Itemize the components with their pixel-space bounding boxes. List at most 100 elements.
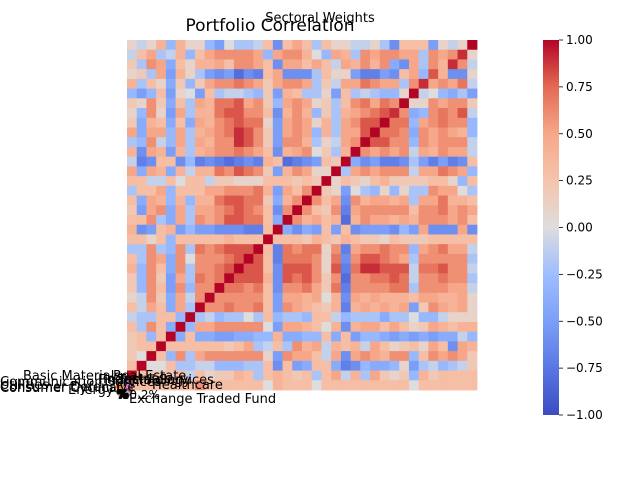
heatmap-cell [146, 341, 157, 352]
heatmap-cell [175, 380, 186, 391]
heatmap-cell [282, 205, 293, 216]
heatmap-cell [224, 360, 235, 371]
heatmap-cell [146, 292, 157, 303]
heatmap-cell [165, 185, 177, 196]
heatmap-cell [379, 40, 390, 51]
pie-slice [115, 389, 124, 393]
colorbar-tick-label: −0.25 [566, 267, 603, 281]
heatmap-cell [331, 78, 342, 90]
heatmap-cell [185, 137, 196, 148]
heatmap-cell [146, 49, 157, 60]
heatmap-cell [350, 331, 361, 342]
heatmap-cell [253, 321, 264, 333]
heatmap-cell [331, 360, 342, 371]
heatmap-cell [243, 224, 254, 235]
heatmap-cell [399, 78, 410, 90]
heatmap-cell [243, 331, 254, 342]
heatmap-cell [195, 370, 206, 381]
heatmap-cell [331, 108, 342, 119]
heatmap-cell [350, 360, 361, 371]
heatmap-cell [185, 331, 196, 342]
heatmap-cell [408, 341, 420, 352]
heatmap-cell [127, 341, 138, 352]
heatmap-cell [311, 40, 322, 51]
heatmap-cell [272, 224, 283, 235]
heatmap-cell [146, 312, 157, 323]
heatmap-cell [185, 215, 196, 226]
heatmap-cell [224, 156, 235, 167]
heatmap-cell [331, 127, 342, 138]
heatmap-cell [389, 137, 400, 148]
heatmap-cell [340, 166, 352, 177]
heatmap-cell [408, 166, 420, 177]
heatmap-cell [340, 292, 352, 303]
heatmap-cell [156, 215, 167, 226]
heatmap-cell [282, 234, 293, 245]
heatmap-cell [195, 88, 206, 99]
heatmap-cell [428, 263, 439, 274]
heatmap-cell [127, 283, 138, 294]
heatmap-cell [360, 49, 371, 60]
heatmap-cell [156, 244, 167, 255]
heatmap-cell [399, 263, 410, 274]
heatmap-cell [127, 215, 138, 226]
heatmap-cell [136, 351, 147, 362]
heatmap-cell [447, 283, 458, 294]
heatmap-cell [311, 380, 322, 391]
heatmap-cell [272, 292, 283, 303]
heatmap-cell [282, 215, 293, 226]
heatmap-cell [282, 117, 293, 128]
heatmap-cell [175, 78, 186, 90]
heatmap-cell [195, 341, 206, 352]
heatmap-cell [360, 292, 371, 303]
heatmap-cell [302, 49, 313, 60]
heatmap-cell [418, 137, 429, 148]
heatmap-cell [399, 351, 410, 362]
heatmap-cell [321, 312, 332, 323]
heatmap-cell [418, 244, 429, 255]
heatmap-cell [243, 78, 254, 90]
heatmap-cell [457, 88, 468, 99]
heatmap-cell [224, 137, 235, 148]
heatmap-cell [418, 234, 429, 245]
heatmap-cell [175, 137, 186, 148]
heatmap-cell [379, 78, 390, 90]
heatmap-cell [399, 185, 410, 196]
heatmap-cell [331, 117, 342, 128]
heatmap-cell [292, 98, 303, 109]
heatmap-cell [311, 137, 322, 148]
heatmap-cell [214, 127, 225, 138]
heatmap-cell [340, 98, 352, 109]
heatmap-cell [340, 78, 352, 90]
heatmap-cell [243, 108, 254, 119]
heatmap-cell [156, 59, 167, 70]
heatmap-cell [321, 244, 332, 255]
heatmap-cell [311, 146, 322, 158]
heatmap-cell [282, 380, 293, 391]
heatmap-cell [311, 108, 322, 119]
heatmap-cell [214, 331, 225, 342]
heatmap-cell [204, 215, 215, 226]
heatmap-cell [224, 98, 235, 109]
heatmap-cell [467, 283, 478, 294]
heatmap-cell [399, 312, 410, 323]
heatmap-cell [379, 98, 390, 109]
heatmap-cell [379, 224, 390, 235]
heatmap-cell [311, 341, 322, 352]
heatmap-cell [156, 380, 167, 391]
heatmap-cell [457, 195, 468, 206]
heatmap-cell [370, 312, 381, 323]
heatmap-cell [127, 244, 138, 255]
heatmap-cell [243, 137, 254, 148]
heatmap-cell [447, 88, 458, 99]
heatmap-cell [350, 40, 361, 51]
heatmap-cell [243, 283, 254, 294]
heatmap-cell [204, 370, 215, 381]
heatmap-cell [263, 234, 274, 245]
heatmap-cell [467, 146, 478, 158]
heatmap-cell [360, 302, 371, 313]
heatmap-cell [399, 331, 410, 342]
heatmap-cell [447, 156, 458, 167]
heatmap-cell [321, 370, 332, 381]
heatmap-cell [214, 69, 225, 80]
